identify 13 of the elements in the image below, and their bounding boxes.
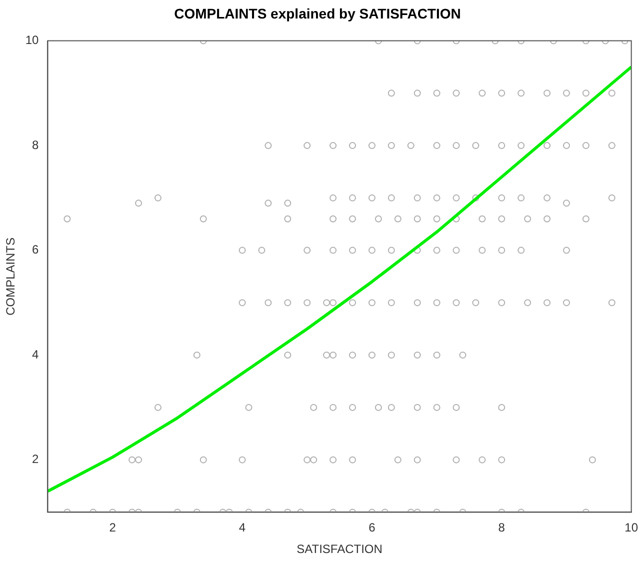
y-tick-label: 10	[25, 33, 40, 48]
x-tick-label: 10	[624, 520, 638, 535]
y-tick-label: 4	[32, 347, 40, 362]
y-axis-title: COMPLAINTS	[4, 237, 18, 316]
x-axis-title: SATISFACTION	[296, 542, 382, 556]
x-tick-label: 4	[238, 520, 246, 535]
x-tick-label: 8	[498, 520, 506, 535]
y-tick-label: 8	[32, 138, 40, 152]
x-tick-label: 6	[368, 520, 376, 535]
chart-title: COMPLAINTS explained by SATISFACTION	[174, 5, 461, 22]
y-tick-label: 2	[32, 452, 40, 466]
y-tick-label: 6	[32, 242, 40, 257]
x-tick-label: 2	[109, 520, 116, 535]
